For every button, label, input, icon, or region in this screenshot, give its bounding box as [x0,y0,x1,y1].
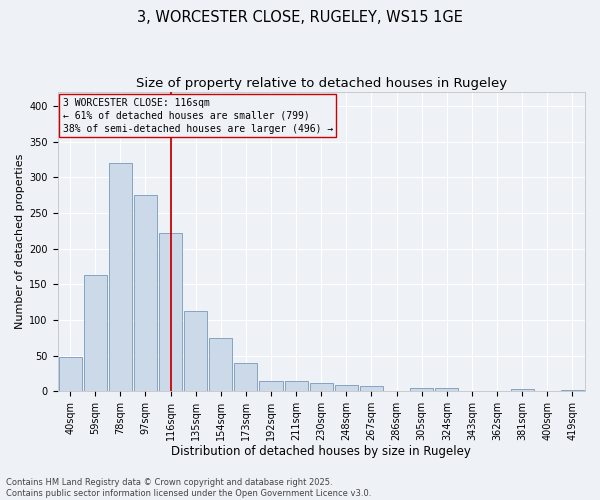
Title: Size of property relative to detached houses in Rugeley: Size of property relative to detached ho… [136,78,507,90]
Text: Contains HM Land Registry data © Crown copyright and database right 2025.
Contai: Contains HM Land Registry data © Crown c… [6,478,371,498]
Bar [310,382,333,391]
Bar [561,390,584,391]
Bar [435,388,458,391]
Bar [235,364,257,391]
Bar [159,233,182,391]
Y-axis label: Number of detached properties: Number of detached properties [15,154,25,329]
X-axis label: Distribution of detached houses by size in Rugeley: Distribution of detached houses by size … [172,444,471,458]
Bar [259,380,283,391]
Bar [284,380,308,391]
Bar [109,163,132,391]
Text: 3 WORCESTER CLOSE: 116sqm
← 61% of detached houses are smaller (799)
38% of semi: 3 WORCESTER CLOSE: 116sqm ← 61% of detac… [63,98,333,134]
Bar [83,275,107,391]
Bar [184,312,207,391]
Bar [134,195,157,391]
Bar [511,389,534,391]
Bar [335,385,358,391]
Bar [209,338,232,391]
Bar [360,386,383,391]
Bar [59,357,82,391]
Bar [410,388,433,391]
Text: 3, WORCESTER CLOSE, RUGELEY, WS15 1GE: 3, WORCESTER CLOSE, RUGELEY, WS15 1GE [137,10,463,25]
